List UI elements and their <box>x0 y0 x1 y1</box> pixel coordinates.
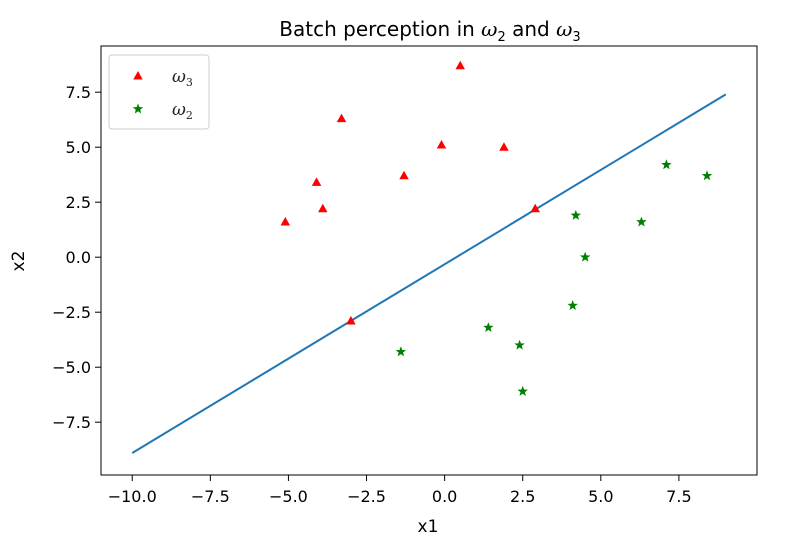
series-0-point-3 <box>336 113 347 123</box>
series-0-point-8 <box>499 142 509 151</box>
series-1-point-7 <box>636 216 647 227</box>
decision-boundary-line <box>131 93 727 454</box>
x-tick-label: 5.0 <box>588 487 613 506</box>
plot-frame <box>100 45 758 476</box>
series-1-point-5 <box>570 209 582 220</box>
x-tick-label: −2.5 <box>347 487 386 506</box>
y-tick-label: 7.5 <box>66 83 91 102</box>
series-0-point-7 <box>455 60 465 70</box>
series-1-point-1 <box>483 322 494 333</box>
y-tick-label: 0.0 <box>66 248 91 267</box>
series-1-point-2 <box>514 339 525 350</box>
x-axis-label: x1 <box>418 517 439 537</box>
series-0-point-0 <box>280 217 291 226</box>
series-1-point-3 <box>517 385 528 396</box>
plot-content <box>131 60 727 454</box>
series-0-point-6 <box>436 140 447 149</box>
legend-entries: ω3 ω2 <box>132 67 193 122</box>
series-0-point-1 <box>311 177 322 186</box>
x-tick-label: −10.0 <box>108 487 157 506</box>
legend-label-0: ω3 <box>172 67 193 89</box>
series-0-point-5 <box>399 170 409 180</box>
series-1-point-0 <box>395 346 407 357</box>
series-1-point-4 <box>567 300 578 311</box>
y-tick-label: 2.5 <box>66 193 91 212</box>
x-tick-label: 7.5 <box>666 487 691 506</box>
legend-label-1: ω2 <box>172 100 193 122</box>
x-tick-label: −5.0 <box>269 487 308 506</box>
legend: ω3 ω2 <box>108 54 210 130</box>
x-axis-ticks: −10.0 −7.5 −5.0 −2.5 0.0 2.5 5.0 7.5 <box>108 475 692 506</box>
x-tick-label: 2.5 <box>510 487 535 506</box>
series-1-point-8 <box>661 159 672 170</box>
y-tick-label: −7.5 <box>52 413 91 432</box>
y-axis-label: x2 <box>9 251 29 272</box>
chart-title: Batch perception in ω2 and ω3 <box>279 17 580 45</box>
y-tick-label: −2.5 <box>52 303 91 322</box>
legend-box <box>108 54 210 130</box>
series-0-point-4 <box>346 316 356 325</box>
series-1-point-6 <box>579 251 591 262</box>
series-0-point-9 <box>530 203 540 213</box>
y-tick-label: 5.0 <box>66 138 91 157</box>
series-1-point-9 <box>701 170 713 181</box>
legend-marker-0 <box>133 71 143 80</box>
y-axis-ticks: −7.5 −5.0 −2.5 0.0 2.5 5.0 7.5 <box>52 83 101 432</box>
y-tick-label: −5.0 <box>52 358 91 377</box>
x-tick-label: −7.5 <box>191 487 230 506</box>
series-0-point-2 <box>318 203 328 213</box>
legend-marker-1 <box>132 103 144 114</box>
x-tick-label: 0.0 <box>432 487 457 506</box>
